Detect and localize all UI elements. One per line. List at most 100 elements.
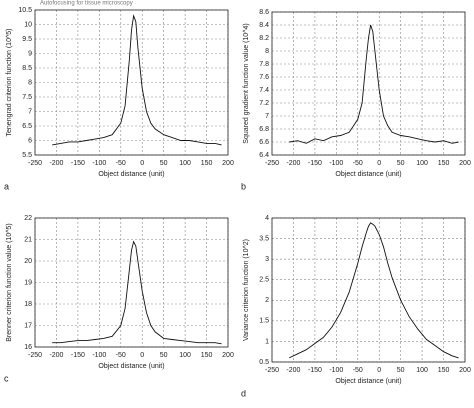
y-tick-label: 6 [28,137,32,144]
panel-label: c [4,373,9,383]
curve [52,240,222,345]
x-tick-label: 150 [438,160,450,167]
x-tick-label: -200 [286,367,300,374]
plot-frame [271,11,466,156]
x-axis-label: Object distance (unit) [335,171,401,178]
y-axis-label: Tenengrad criterion function (10^5) [6,29,13,137]
panel-label: a [4,181,9,191]
y-tick-label: 4 [265,215,269,222]
x-tick-label: -100 [329,367,343,374]
x-tick-label: -150 [308,367,322,374]
panel-label: d [241,388,246,398]
x-tick-label: 100 [416,160,428,167]
x-tick-label: -50 [116,160,126,167]
y-tick-label: 5.5 [22,152,32,159]
x-tick-label: 100 [179,160,191,167]
x-tick-label: -200 [49,352,63,359]
x-tick-label: -50 [353,160,363,167]
x-tick-label: -250 [265,367,279,374]
curve [52,14,222,146]
x-axis-label: Object distance (unit) [335,378,401,385]
y-tick-label: 7.4 [259,87,269,94]
x-tick-label: 50 [397,367,405,374]
y-tick-label: 7.5 [22,94,32,101]
y-tick-label: 6.6 [259,139,269,146]
plot-frame [34,217,229,348]
x-tick-label: -150 [71,160,85,167]
y-tick-label: 19 [24,279,32,286]
x-tick-label: 200 [459,367,471,374]
y-tick-label: 16 [24,344,32,351]
x-axis-label: Object distance (unit) [98,363,164,370]
y-tick-label: 1 [265,338,269,345]
y-axis-label: Squared gradient function value (10^4) [243,23,250,143]
curve [289,24,459,144]
y-tick-label: 3 [265,256,269,263]
y-tick-label: 1.5 [259,318,269,325]
x-tick-label: 200 [222,352,234,359]
y-axis-label: Brenner criterion function value (10^5) [6,223,13,341]
x-tick-label: -50 [353,367,363,374]
y-tick-label: 8 [28,79,32,86]
x-tick-label: -100 [329,160,343,167]
plot-frame [271,217,466,363]
y-tick-label: 7.2 [259,100,269,107]
y-tick-label: 2.5 [259,277,269,284]
y-tick-label: 20 [24,258,32,265]
y-tick-label: 8.5 [22,65,32,72]
x-tick-label: -100 [92,160,106,167]
x-tick-label: 0 [140,352,144,359]
y-tick-label: 22 [24,215,32,222]
x-tick-label: 0 [377,367,381,374]
y-tick-label: 6.4 [259,152,269,159]
y-tick-label: 10.5 [18,7,32,14]
x-tick-label: 50 [397,160,405,167]
x-tick-label: 0 [140,160,144,167]
x-tick-label: 100 [416,367,428,374]
x-tick-label: 200 [459,160,471,167]
y-tick-label: 0.5 [259,359,269,366]
x-tick-label: -200 [49,160,63,167]
x-tick-label: 150 [201,352,213,359]
y-tick-label: 10 [24,21,32,28]
y-tick-label: 18 [24,301,32,308]
y-tick-label: 6.5 [22,123,32,130]
y-tick-label: 17 [24,322,32,329]
y-tick-label: 9.5 [22,36,32,43]
x-tick-label: 150 [201,160,213,167]
y-tick-label: 21 [24,236,32,243]
x-tick-label: 200 [222,160,234,167]
header: Autofocusing for tissue microscopy [40,1,133,7]
y-tick-label: 7.8 [259,61,269,68]
x-tick-label: 50 [160,160,168,167]
y-tick-label: 9 [28,50,32,57]
x-tick-label: -100 [92,352,106,359]
y-tick-label: 8 [265,48,269,55]
curve [289,222,459,359]
y-axis-label: Variance criterion function (10^2) [243,239,250,341]
x-tick-label: -150 [71,352,85,359]
y-tick-label: 8.4 [259,22,269,29]
x-axis-label: Object distance (unit) [98,171,164,178]
y-tick-label: 7.6 [259,74,269,81]
y-tick-label: 3.5 [259,235,269,242]
y-tick-label: 6.8 [259,126,269,133]
x-tick-label: -250 [265,160,279,167]
x-tick-label: -250 [28,160,42,167]
y-tick-label: 8.2 [259,35,269,42]
x-tick-label: 50 [160,352,168,359]
y-tick-label: 7 [28,108,32,115]
plot-frame [34,9,229,156]
x-tick-label: -150 [308,160,322,167]
x-tick-label: 0 [377,160,381,167]
y-tick-label: 8.6 [259,9,269,16]
y-tick-label: 2 [265,297,269,304]
x-tick-label: 150 [438,367,450,374]
panel-label: b [241,181,246,191]
y-tick-label: 7 [265,113,269,120]
x-tick-label: 100 [179,352,191,359]
x-tick-label: -50 [116,352,126,359]
x-tick-label: -200 [286,160,300,167]
x-tick-label: -250 [28,352,42,359]
